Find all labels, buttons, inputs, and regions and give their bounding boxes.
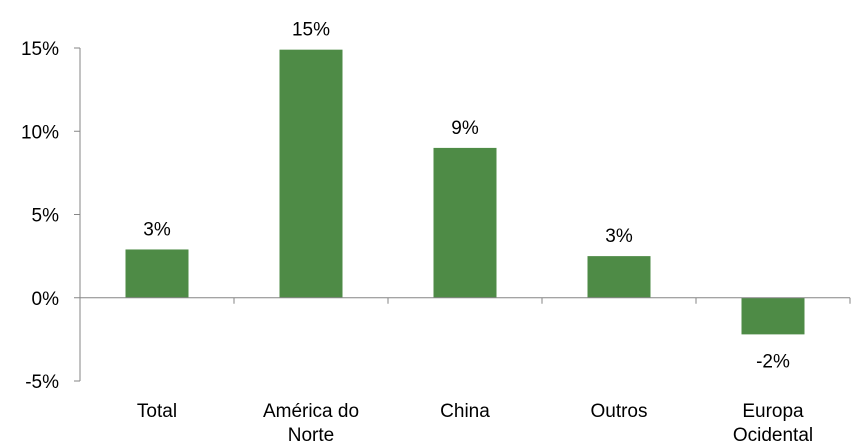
data-label: 3% (605, 226, 633, 247)
y-tick-label: 0% (32, 289, 60, 310)
bar (587, 256, 651, 298)
y-tick-label: 5% (32, 206, 60, 227)
category-label: Europa (742, 401, 804, 422)
labels: -5% 0% 5% 10% 15% 3% 15% 9% 3% -2% Total América do… (21, 20, 813, 446)
category-label: Norte (288, 425, 334, 446)
axes (74, 47, 851, 382)
category-label: China (440, 401, 490, 422)
data-label: -2% (756, 351, 790, 372)
y-tick-label: 10% (21, 122, 59, 143)
category-label: América do (263, 401, 359, 422)
category-label: Total (137, 401, 177, 422)
bar (433, 147, 497, 298)
bar (741, 297, 805, 335)
bars (125, 49, 805, 335)
bar (279, 49, 343, 298)
category-label: Outros (590, 401, 647, 422)
category-label: Ocidental (733, 425, 813, 446)
y-tick-label: 15% (21, 39, 59, 60)
data-label: 9% (451, 118, 479, 139)
y-tick-label: -5% (25, 372, 59, 393)
data-label: 15% (292, 20, 330, 41)
bar (125, 249, 189, 298)
data-label: 3% (143, 219, 171, 240)
